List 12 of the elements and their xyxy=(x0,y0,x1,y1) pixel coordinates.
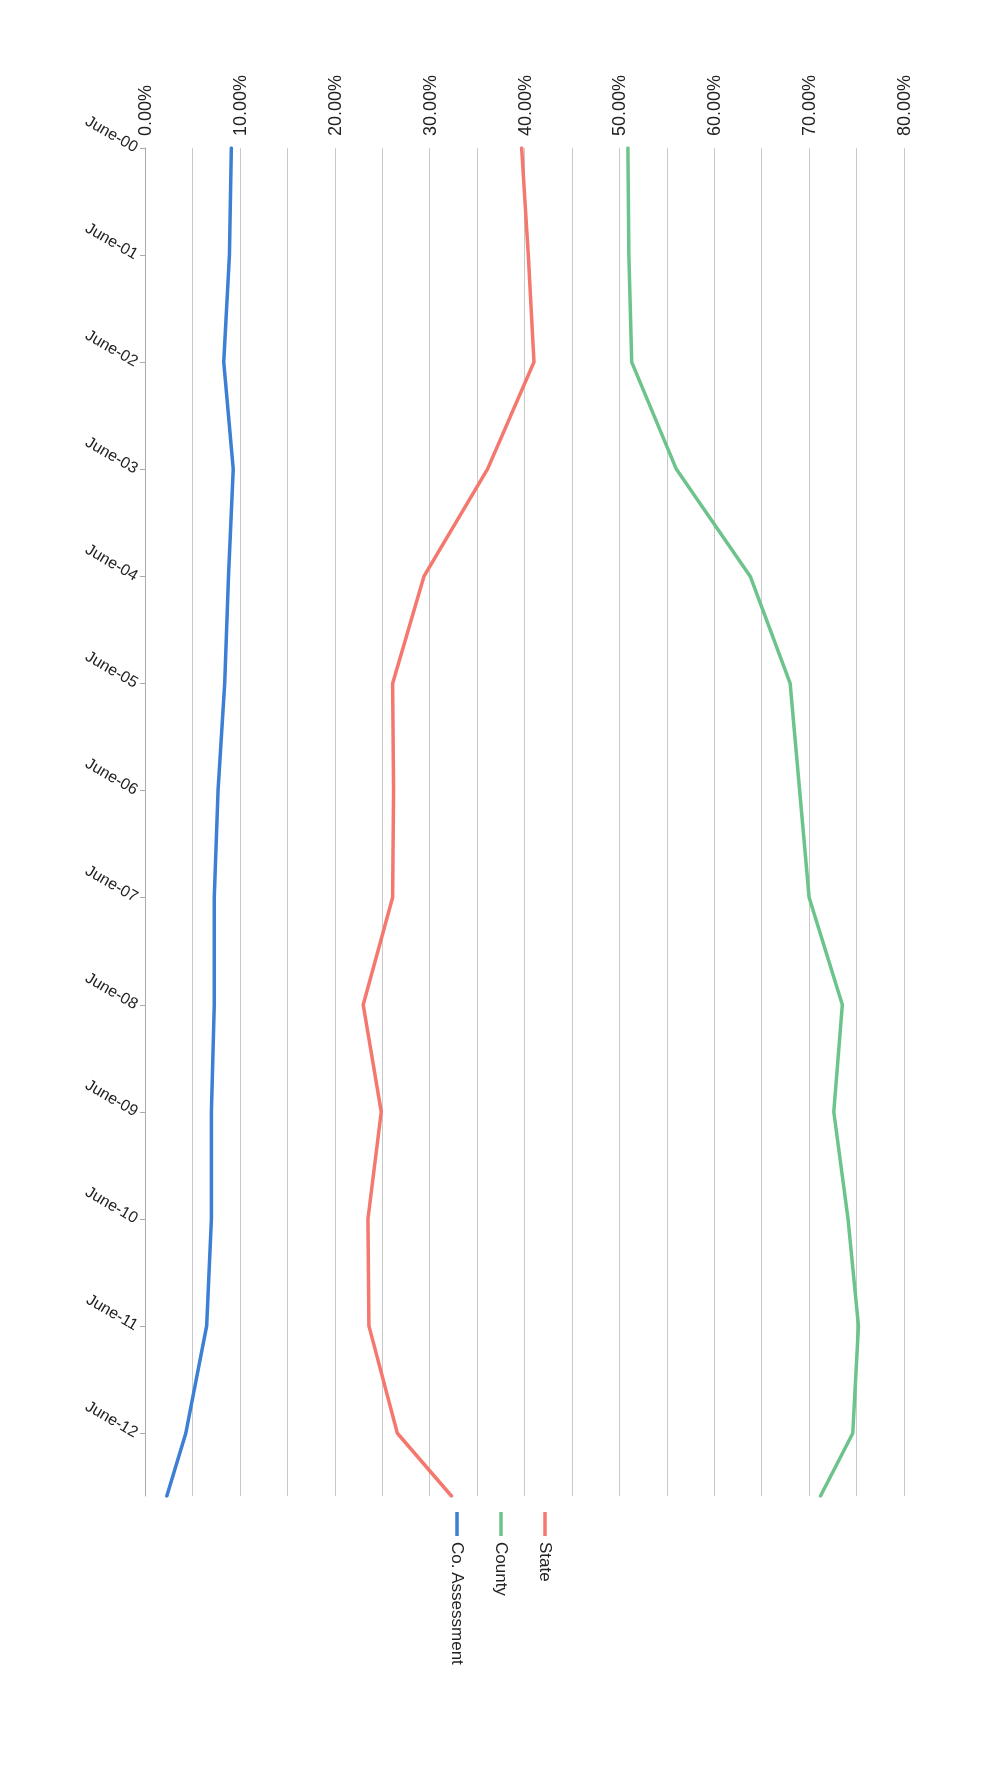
x-tick-label: 50.00% xyxy=(609,74,630,136)
x-tick-label: 40.00% xyxy=(514,74,535,136)
x-tick-label: 70.00% xyxy=(799,74,820,136)
x-tick-label: 0.00% xyxy=(135,84,155,136)
x-tick-label: 80.00% xyxy=(894,74,914,136)
x-tick-label: 20.00% xyxy=(324,74,345,136)
legend-label: Co. Assessment xyxy=(447,1542,467,1666)
x-tick-label: 60.00% xyxy=(704,74,725,136)
x-tick-label: 30.00% xyxy=(419,74,440,136)
legend-label: State xyxy=(535,1542,555,1582)
legend-label: County xyxy=(491,1542,511,1597)
x-tick-label: 10.00% xyxy=(229,74,250,136)
